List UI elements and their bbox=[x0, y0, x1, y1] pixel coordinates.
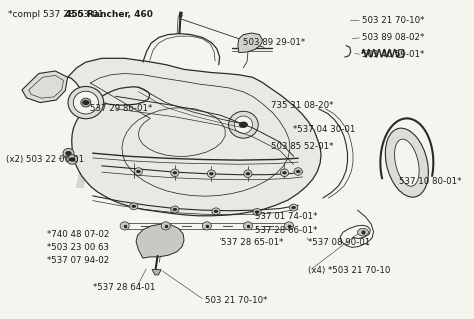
Circle shape bbox=[173, 208, 177, 211]
Ellipse shape bbox=[284, 222, 293, 230]
Ellipse shape bbox=[63, 148, 74, 158]
Ellipse shape bbox=[294, 168, 302, 175]
Text: *537 28 64-01: *537 28 64-01 bbox=[93, 283, 155, 292]
Text: 455 Rancher, 460: 455 Rancher, 460 bbox=[65, 10, 153, 19]
Polygon shape bbox=[136, 224, 184, 258]
Text: 503 46 59-01*: 503 46 59-01* bbox=[362, 50, 424, 59]
Ellipse shape bbox=[161, 222, 170, 230]
Ellipse shape bbox=[202, 222, 211, 230]
Text: 503 21 70-10*: 503 21 70-10* bbox=[205, 296, 267, 305]
Circle shape bbox=[214, 210, 218, 213]
Ellipse shape bbox=[234, 116, 253, 133]
Circle shape bbox=[69, 157, 75, 162]
Circle shape bbox=[292, 206, 296, 209]
Circle shape bbox=[296, 170, 301, 173]
Text: *compl 537 28 63-01: *compl 537 28 63-01 bbox=[8, 10, 107, 19]
Text: 735 31 08-20*: 735 31 08-20* bbox=[271, 100, 333, 110]
Text: *537 07 94-02: *537 07 94-02 bbox=[47, 256, 109, 264]
Circle shape bbox=[239, 122, 248, 128]
Circle shape bbox=[255, 211, 259, 214]
Ellipse shape bbox=[281, 169, 289, 177]
Ellipse shape bbox=[81, 98, 91, 107]
Ellipse shape bbox=[68, 86, 104, 119]
Ellipse shape bbox=[228, 111, 258, 138]
Text: *537 08 90-01: *537 08 90-01 bbox=[308, 238, 371, 247]
Circle shape bbox=[282, 171, 287, 174]
Text: 537 10 80-01*: 537 10 80-01* bbox=[399, 176, 461, 186]
Polygon shape bbox=[152, 270, 161, 275]
Ellipse shape bbox=[290, 204, 298, 211]
Text: (x4) *503 21 70-10: (x4) *503 21 70-10 bbox=[308, 266, 391, 275]
Circle shape bbox=[136, 170, 141, 173]
Ellipse shape bbox=[67, 155, 78, 164]
Ellipse shape bbox=[253, 209, 261, 215]
Ellipse shape bbox=[73, 91, 99, 114]
Text: 503 89 29-01*: 503 89 29-01* bbox=[243, 38, 306, 47]
Polygon shape bbox=[238, 33, 263, 53]
Text: 503 89 08-02*: 503 89 08-02* bbox=[362, 33, 424, 42]
Circle shape bbox=[209, 172, 214, 175]
Circle shape bbox=[357, 228, 368, 236]
Circle shape bbox=[173, 171, 177, 174]
Polygon shape bbox=[398, 49, 403, 57]
Ellipse shape bbox=[243, 222, 253, 230]
Circle shape bbox=[131, 205, 136, 208]
Ellipse shape bbox=[212, 208, 220, 215]
Text: 537 29 86-01*: 537 29 86-01* bbox=[91, 104, 153, 113]
Text: 537 28 65-01*: 537 28 65-01* bbox=[220, 238, 283, 247]
Ellipse shape bbox=[171, 206, 179, 213]
Ellipse shape bbox=[394, 139, 419, 186]
Ellipse shape bbox=[385, 128, 428, 197]
Text: 503 85 52-01*: 503 85 52-01* bbox=[271, 142, 333, 151]
Circle shape bbox=[65, 151, 72, 155]
Polygon shape bbox=[22, 71, 68, 103]
Text: 503 21 70-10*: 503 21 70-10* bbox=[362, 16, 425, 25]
Text: 537 01 74-01*: 537 01 74-01* bbox=[255, 212, 317, 221]
Circle shape bbox=[246, 172, 250, 175]
Ellipse shape bbox=[120, 222, 129, 230]
Ellipse shape bbox=[130, 203, 138, 210]
Text: *537 04 30-01: *537 04 30-01 bbox=[293, 125, 355, 134]
Text: (x2) 503 22 00-01: (x2) 503 22 00-01 bbox=[6, 155, 84, 164]
Ellipse shape bbox=[171, 169, 179, 177]
Text: *740 48 07-02: *740 48 07-02 bbox=[47, 230, 109, 239]
Ellipse shape bbox=[244, 170, 252, 178]
Ellipse shape bbox=[134, 168, 143, 175]
Circle shape bbox=[82, 100, 90, 105]
Text: Parts·Tree: Parts·Tree bbox=[74, 154, 312, 196]
Text: 537 28 66-01*: 537 28 66-01* bbox=[255, 226, 317, 234]
Text: *503 23 00 63: *503 23 00 63 bbox=[47, 243, 109, 252]
Ellipse shape bbox=[207, 170, 216, 178]
Polygon shape bbox=[68, 58, 321, 216]
